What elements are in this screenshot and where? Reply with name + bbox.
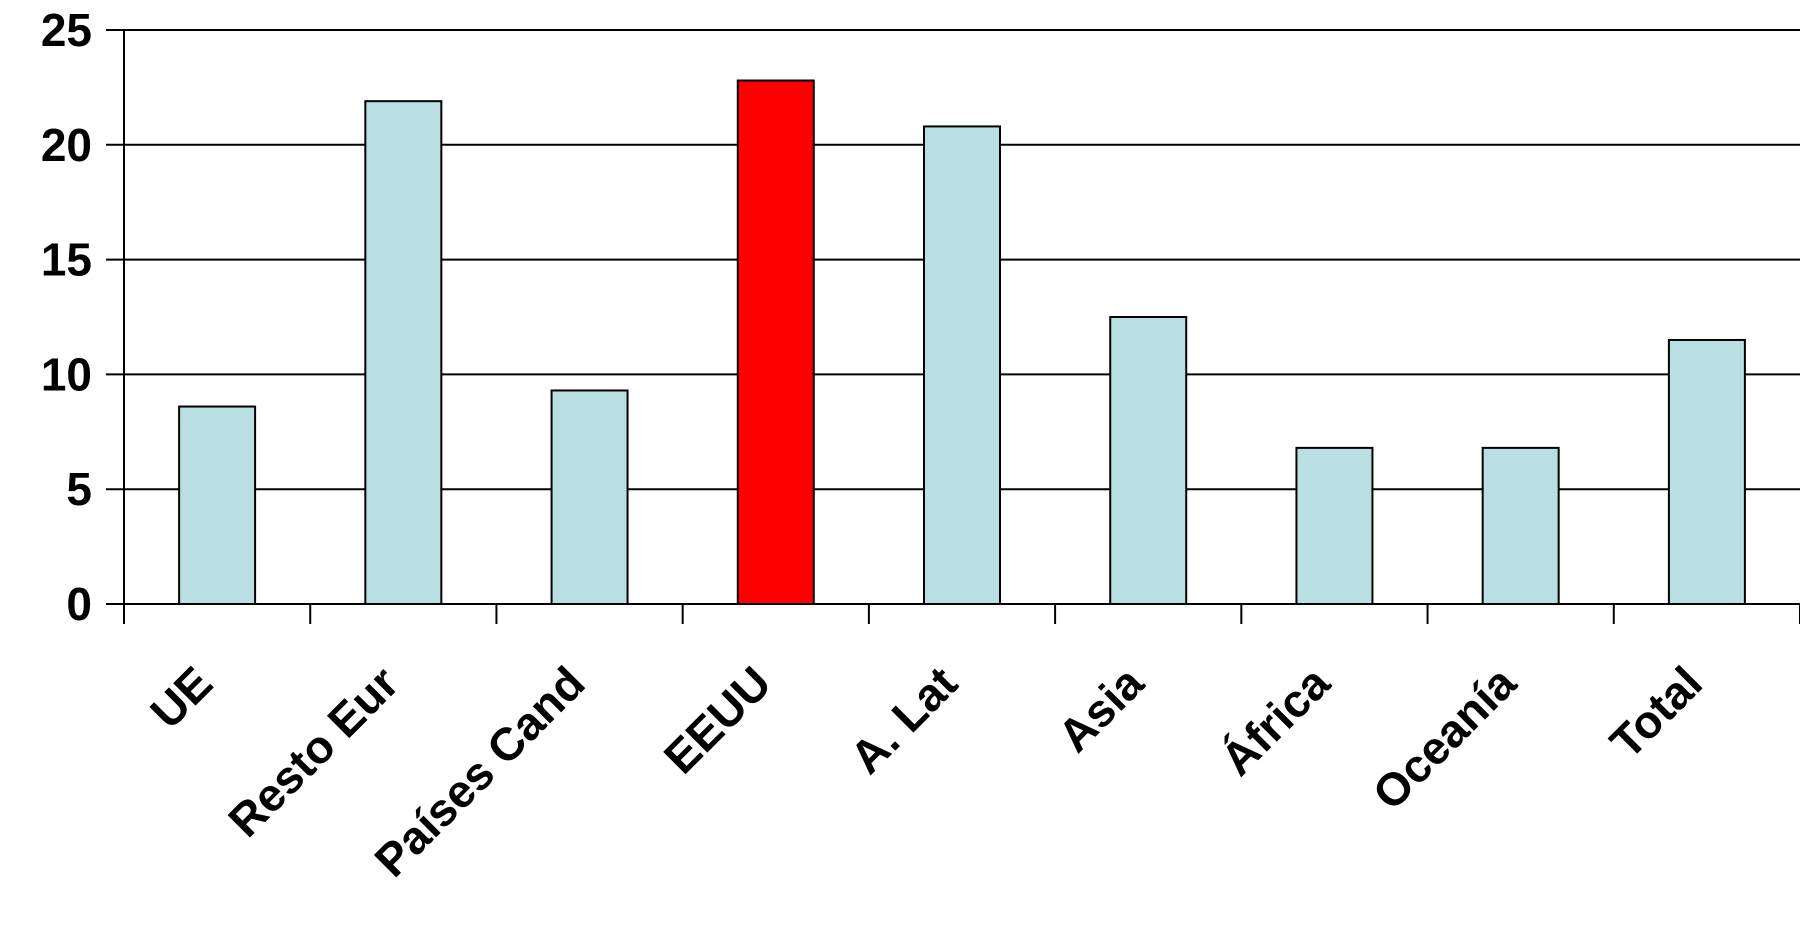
bar-resto-eur xyxy=(364,100,443,606)
bar-a-lat xyxy=(923,125,1001,605)
bar-total xyxy=(1667,338,1746,605)
x-category-label: EEUU xyxy=(654,656,781,783)
bar-áfrica xyxy=(1295,446,1374,606)
x-category-label: A. Lat xyxy=(840,656,967,783)
y-tick-label: 0 xyxy=(66,578,92,630)
x-category-label: Asia xyxy=(1048,656,1154,762)
y-tick-labels: 0 5 10 15 20 25 xyxy=(41,4,92,630)
x-category-label: Oceanía xyxy=(1362,656,1526,820)
y-tick-label: 25 xyxy=(41,4,92,56)
bar-asia xyxy=(1109,316,1188,605)
bars xyxy=(178,79,1746,606)
x-category-label: África xyxy=(1211,656,1340,785)
y-tick-label: 15 xyxy=(41,234,92,286)
x-category-label: Resto Eur xyxy=(218,656,408,846)
bar-eeuu xyxy=(736,79,815,605)
y-tick-label: 20 xyxy=(41,119,92,171)
bar-ue xyxy=(178,405,257,605)
x-category-label: UE xyxy=(140,656,222,738)
x-category-label: Total xyxy=(1600,656,1712,768)
bar-oceanía xyxy=(1481,446,1560,606)
bar-países-cand xyxy=(550,389,629,605)
y-tick-label: 10 xyxy=(41,348,92,400)
y-tick-label: 5 xyxy=(66,463,92,515)
